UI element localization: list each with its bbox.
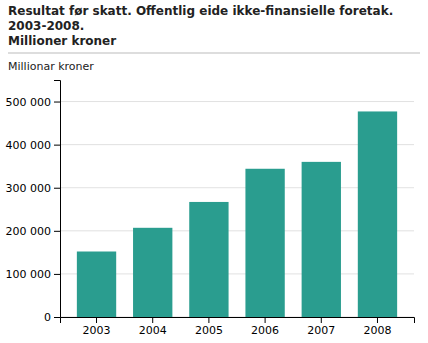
y-tick-label: 200 000 [6,225,52,238]
chart: Resultat før skatt. Offentlig eide ikke-… [0,0,428,343]
title-rule [8,53,420,54]
y-tick: 200 000 [6,225,61,238]
x-tick-mark [96,317,97,323]
bar [302,162,341,317]
y-tick: 400 000 [6,139,61,152]
x-tick-label: 2003 [83,324,111,337]
x-tick: 2006 [251,317,279,337]
y-tick-label: 0 [44,311,51,324]
y-tick-mark [54,102,60,103]
y-tick: 100 000 [6,268,61,281]
x-tick-label: 2006 [251,324,279,337]
x-tick: 2007 [307,317,335,337]
y-axis-line [54,81,61,318]
x-tick-mark [265,317,266,323]
y-tick-label: 300 000 [6,182,52,195]
bar [133,228,172,317]
x-tick-label: 2007 [307,324,335,337]
bar [358,111,397,317]
y-axis-title: Millionar kroner [8,60,94,73]
grid [60,102,414,317]
grid-line [60,101,414,102]
bar [77,252,116,317]
x-tick-mark [152,317,153,323]
x-tick: 2005 [195,317,223,337]
y-tick-label: 100 000 [6,268,52,281]
x-tick-label: 2005 [195,324,223,337]
y-tick: 300 000 [6,182,61,195]
x-tick-mark [377,317,378,323]
y-tick-mark [54,145,60,146]
x-tick-mark [321,317,322,323]
y-tick-mark [54,317,60,318]
y-axis: 0 100 000 200 000 300 000 400 000 500 000 [6,81,61,325]
y-tick-label: 400 000 [6,139,52,152]
x-tick-label: 2008 [363,324,391,337]
x-axis: 2003 2004 2005 2006 2007 2008 [61,317,415,337]
x-tick: 2008 [363,317,391,337]
y-tick-mark [54,274,60,275]
x-tick: 2004 [139,317,167,337]
y-tick: 500 000 [6,96,61,109]
x-axis-line [61,318,415,324]
x-tick-label: 2004 [139,324,167,337]
subtitle: Millioner kroner [8,34,116,48]
x-tick-mark [208,317,209,323]
title: Resultat før skatt. Offentlig eide ikke-… [8,4,397,33]
x-tick: 2003 [83,317,111,337]
bars [77,111,397,317]
bar [245,169,284,317]
y-tick-label: 500 000 [6,96,52,109]
y-tick-mark [54,231,60,232]
y-tick-mark [54,188,60,189]
plot: 0 100 000 200 000 300 000 400 000 500 000 2003… [6,81,415,337]
y-tick: 0 [44,311,60,324]
bar [189,202,228,317]
